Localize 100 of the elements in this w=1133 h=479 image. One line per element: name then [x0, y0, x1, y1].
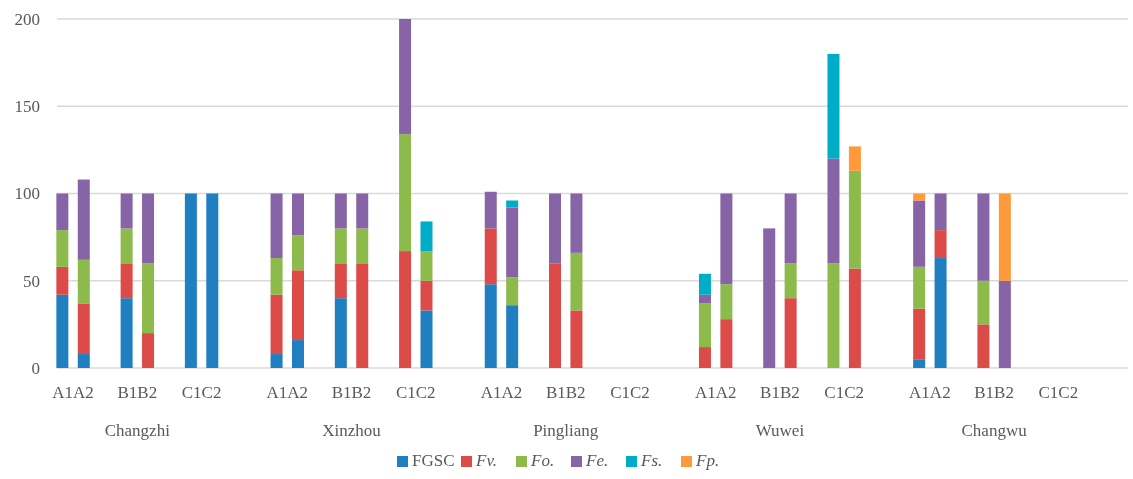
bar [420, 251, 433, 281]
x-tick-label: A1A2 [52, 383, 94, 402]
bar [291, 193, 304, 236]
bar [291, 235, 304, 271]
x-tick-label: C1C2 [181, 383, 222, 402]
bar [506, 200, 519, 208]
bar [827, 263, 840, 368]
bar [977, 324, 990, 368]
bar [270, 258, 283, 295]
bar [977, 193, 990, 281]
bar [720, 319, 733, 368]
bar [206, 193, 219, 368]
legend-label: Fe. [585, 451, 609, 470]
bar [142, 333, 155, 368]
bar [784, 193, 797, 264]
bar [506, 277, 519, 306]
x-tick-label: B1B2 [974, 383, 1014, 402]
bar [698, 303, 711, 348]
bar [142, 193, 155, 264]
bar [120, 228, 133, 264]
bar [848, 170, 861, 269]
bar [142, 263, 155, 334]
bar [698, 347, 711, 368]
bar [77, 179, 90, 260]
bar [570, 193, 583, 253]
bar [484, 228, 497, 285]
x-tick-label: A1A2 [480, 383, 523, 402]
bar [913, 200, 926, 267]
text: Changwu [961, 421, 1028, 440]
text: Wuwei [755, 421, 805, 440]
text: Xinzhou [322, 421, 382, 440]
bar [399, 251, 412, 368]
bar [334, 298, 347, 368]
bar [698, 273, 711, 295]
bar [827, 53, 840, 159]
bar [77, 354, 90, 368]
bar [484, 284, 497, 368]
bar [913, 308, 926, 360]
bar [270, 294, 283, 355]
bar [184, 193, 197, 368]
bar [270, 193, 283, 259]
legend-label: Fp. [695, 451, 720, 470]
bar [56, 230, 69, 267]
x-tick-label: C1C2 [395, 383, 436, 402]
x-tick-label: B1B2 [117, 383, 158, 402]
bar [356, 193, 369, 229]
bar [720, 193, 733, 285]
bar [120, 193, 133, 229]
bar [570, 252, 583, 311]
bar [291, 340, 304, 368]
y-tick-label: 50 [23, 271, 40, 291]
bar [698, 294, 711, 304]
bar [399, 134, 412, 252]
bar [934, 230, 947, 259]
x-tick-label: C1C2 [1038, 383, 1079, 402]
bar [420, 280, 433, 311]
bar [506, 305, 519, 368]
bar [399, 19, 412, 135]
bar [720, 284, 733, 320]
text: Changzhi [104, 421, 171, 440]
x-tick-label: B1B2 [331, 383, 372, 402]
bar [998, 193, 1011, 281]
bar [334, 193, 347, 229]
bar [784, 263, 797, 299]
x-tick-label: C1C2 [824, 383, 865, 402]
bar [998, 280, 1011, 368]
legend-label: FGSC [412, 451, 455, 470]
bar [977, 280, 990, 325]
bar [270, 354, 283, 368]
bar [549, 193, 562, 264]
y-tick-label: 0 [31, 358, 40, 378]
bar [356, 263, 369, 368]
x-tick-label: A1A2 [266, 383, 309, 402]
bar [56, 266, 69, 295]
bar [334, 263, 347, 299]
bar [484, 191, 497, 229]
bar [848, 146, 861, 171]
bar [827, 158, 840, 264]
y-tick-label: 150 [14, 97, 40, 117]
x-tick-label: B1B2 [545, 383, 586, 402]
x-tick-label: A1A2 [694, 383, 737, 402]
bar [56, 193, 69, 231]
bar [420, 221, 433, 252]
bar [913, 359, 926, 368]
bar [356, 228, 369, 264]
bar [934, 258, 947, 368]
legend-label: Fv. [475, 451, 497, 470]
legend-label: Fo. [530, 451, 555, 470]
bar [291, 270, 304, 341]
bar [934, 193, 947, 231]
bar [77, 259, 90, 304]
bar [120, 298, 133, 368]
bar [570, 310, 583, 368]
text: Pingliang [533, 421, 599, 440]
bar [549, 263, 562, 368]
y-tick-label: 100 [14, 184, 40, 204]
bar [420, 310, 433, 368]
bar [913, 266, 926, 309]
bar [56, 294, 69, 368]
bar [848, 268, 861, 368]
